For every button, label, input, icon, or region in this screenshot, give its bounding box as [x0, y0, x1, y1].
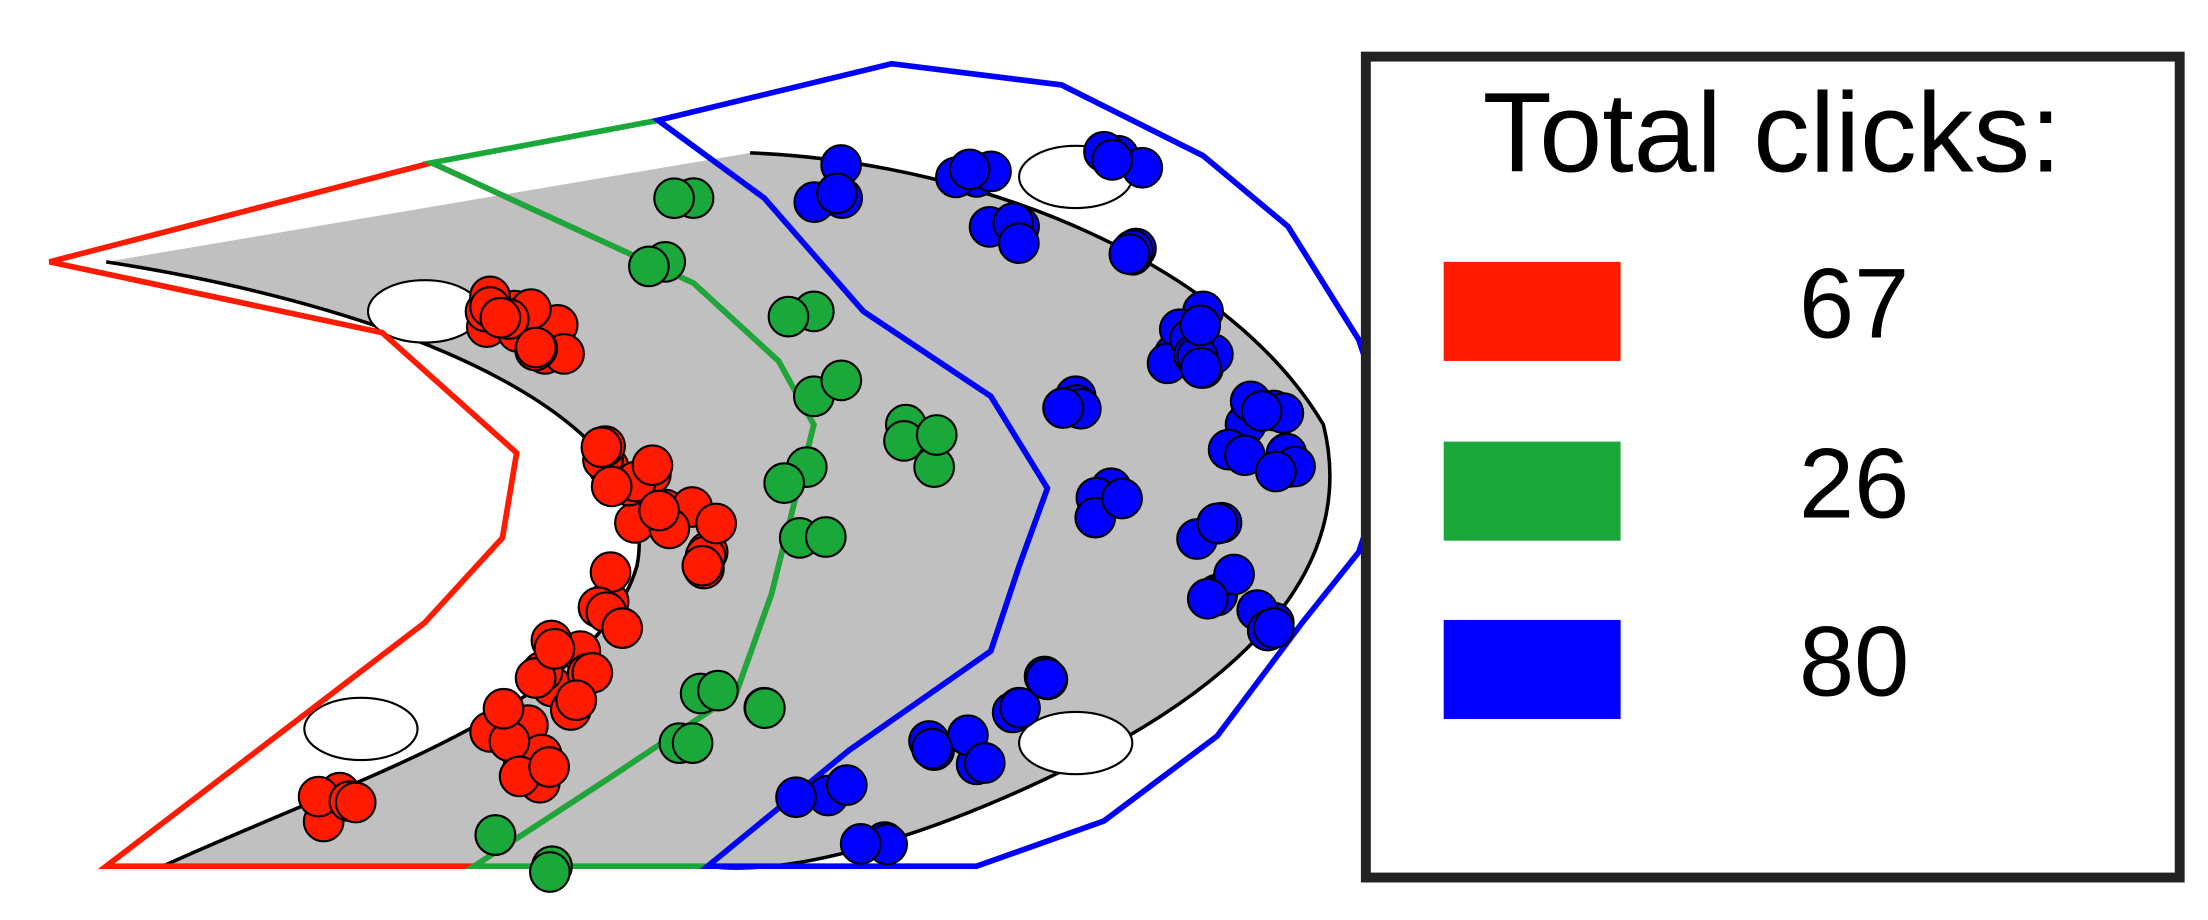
click-dot — [533, 627, 576, 670]
click-dot — [1186, 577, 1229, 620]
click-dot — [1252, 607, 1295, 649]
click-dot — [514, 657, 557, 699]
click-dot — [334, 781, 377, 824]
click-dot — [515, 326, 557, 369]
click-dot — [671, 722, 714, 765]
legend-swatch — [1443, 619, 1621, 720]
click-dot — [915, 414, 958, 456]
click-dot — [1101, 477, 1143, 520]
legend-count: 67 — [1799, 248, 1909, 359]
legend-swatch — [1443, 261, 1621, 361]
click-dot — [580, 426, 623, 469]
click-dot — [590, 465, 633, 508]
click-dot — [474, 814, 517, 856]
click-dots — [297, 130, 1316, 893]
click-dot — [555, 679, 598, 722]
click-dot — [529, 851, 571, 893]
legend-count: 26 — [1799, 427, 1909, 538]
click-dot — [1042, 387, 1084, 429]
click-dot — [804, 516, 847, 558]
click-dot — [697, 669, 739, 712]
click-dot — [816, 172, 858, 215]
click-dot — [825, 764, 868, 806]
click-dot — [1240, 390, 1283, 432]
click-dot — [820, 359, 863, 402]
click-dot — [911, 727, 953, 770]
zone-outline — [651, 60, 1398, 870]
click-dot — [589, 551, 632, 594]
click-dot — [479, 296, 522, 339]
legend-title: Total clicks: — [1483, 68, 2062, 195]
click-dot — [638, 489, 680, 532]
click-dot — [653, 177, 695, 220]
click-dot — [528, 746, 570, 788]
click-dot — [1091, 139, 1134, 181]
barnacle-sketches — [303, 144, 1134, 776]
click-dot — [1108, 233, 1151, 275]
legend-count: 80 — [1799, 606, 1909, 717]
click-dot — [963, 742, 1006, 784]
click-dot — [628, 245, 670, 288]
click-dot — [681, 544, 724, 587]
click-dot — [482, 687, 525, 730]
click-dot — [631, 444, 674, 487]
click-dot — [1196, 502, 1239, 545]
click-dot — [1213, 553, 1255, 596]
click-dot — [744, 687, 786, 730]
barnacle — [303, 696, 419, 762]
legend-swatch — [1443, 441, 1621, 541]
barnacle — [1018, 710, 1134, 776]
click-dot — [1179, 346, 1222, 389]
click-dot — [1179, 304, 1222, 347]
shell-inner-edge — [105, 260, 641, 868]
click-dot — [767, 295, 810, 338]
click-dot — [948, 148, 991, 191]
click-dot — [999, 686, 1041, 729]
legend-items: 67 26 80 — [1443, 248, 1909, 720]
click-dot — [1255, 450, 1297, 493]
click-dot — [839, 823, 882, 865]
click-dot — [997, 222, 1040, 264]
click-dot — [695, 502, 738, 545]
click-dot — [601, 607, 644, 650]
click-dot — [775, 776, 817, 819]
click-dot — [763, 462, 806, 505]
click-dot — [1025, 657, 1068, 700]
